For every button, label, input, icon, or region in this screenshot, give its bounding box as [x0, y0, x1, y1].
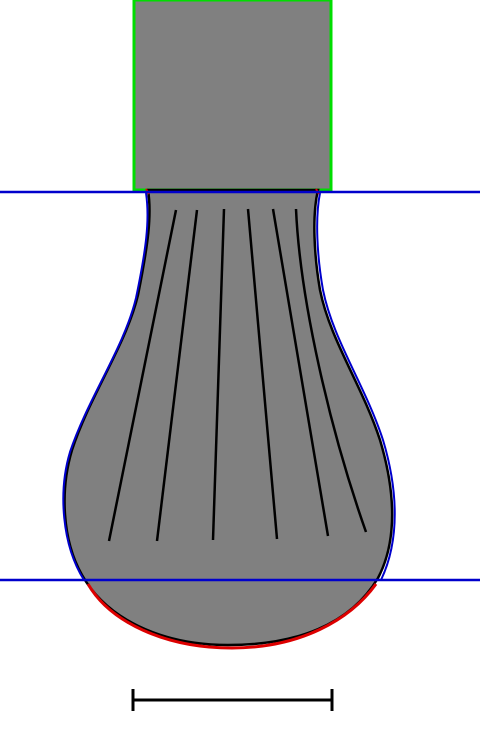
streak-line [155, 209, 199, 542]
streak-lines [107, 208, 368, 542]
streak-line [107, 209, 178, 542]
streak-line [211, 208, 226, 541]
scale-bar [131, 689, 334, 711]
streak-line [246, 208, 279, 540]
fitted-profile-left [62, 192, 149, 581]
lower-contour [86, 583, 378, 650]
bulb-body [63, 188, 394, 647]
streak-line [271, 208, 330, 537]
fitted-profile-right [316, 192, 396, 581]
streak-line [294, 208, 368, 533]
stem-body [132, 0, 333, 192]
